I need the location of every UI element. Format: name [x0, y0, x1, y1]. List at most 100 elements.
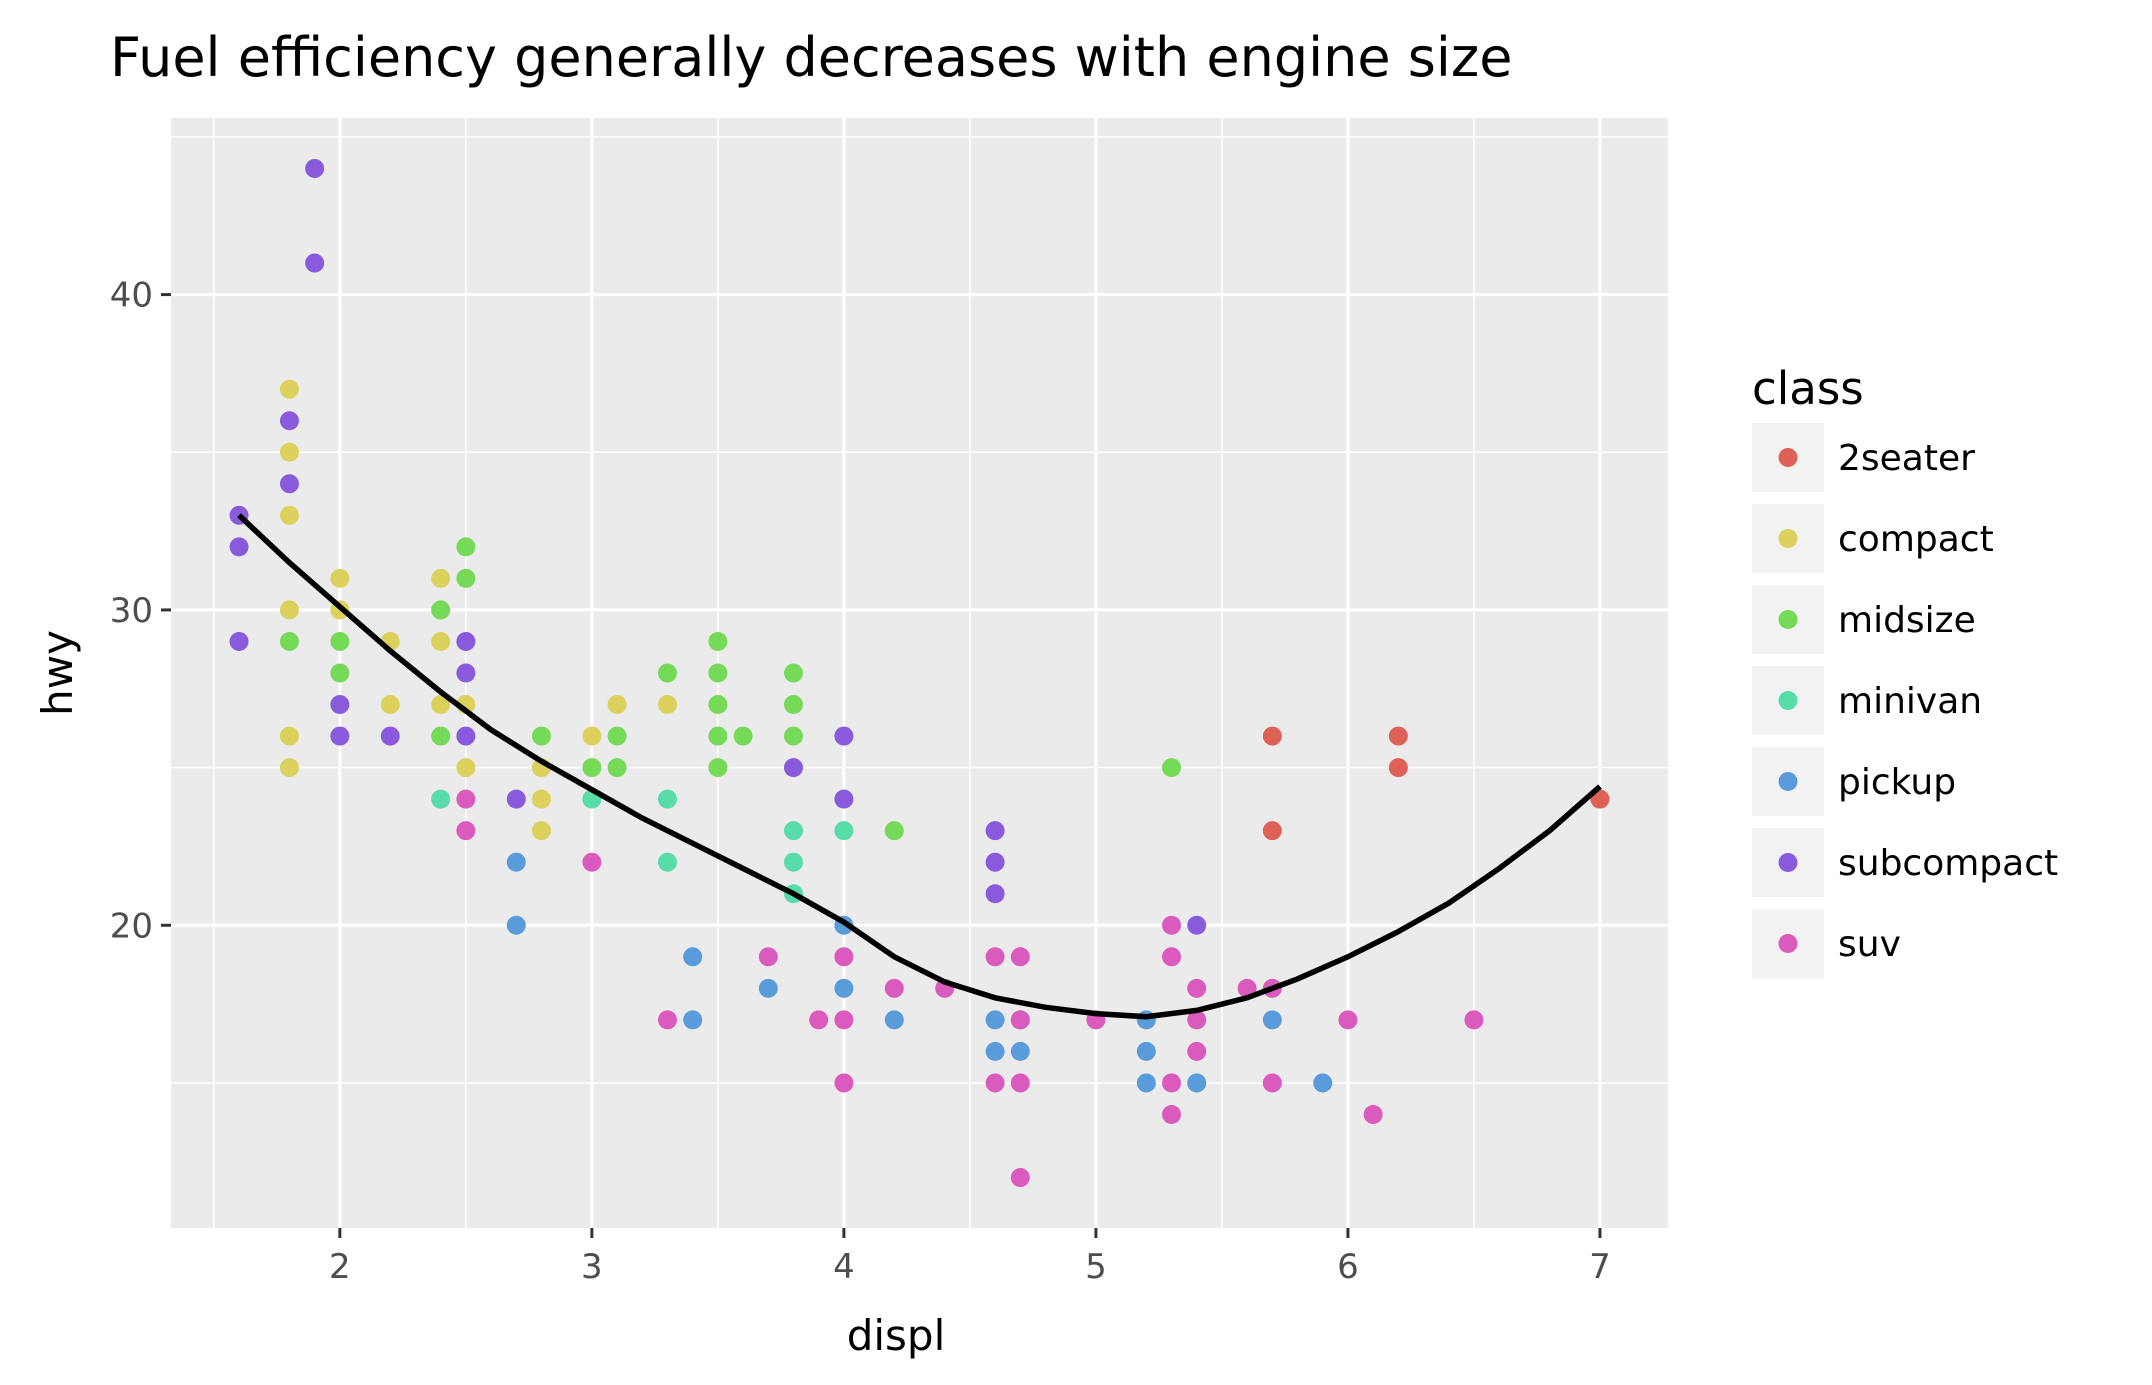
- point-midsize: [733, 726, 753, 746]
- point-2seater: [1262, 726, 1282, 746]
- legend-title: class: [1752, 362, 1864, 415]
- point-pickup: [1187, 1073, 1207, 1093]
- point-midsize: [431, 726, 451, 746]
- point-subcompact: [985, 884, 1005, 904]
- point-suv: [657, 1010, 677, 1030]
- x-tick-label: 2: [329, 1247, 351, 1287]
- point-compact: [279, 758, 299, 778]
- point-compact: [279, 442, 299, 462]
- point-compact: [607, 695, 627, 715]
- y-tick-label: 20: [110, 906, 153, 946]
- legend-label-pickup: pickup: [1838, 762, 1956, 803]
- point-midsize: [456, 537, 476, 557]
- point-subcompact: [985, 852, 1005, 872]
- point-midsize: [708, 631, 728, 651]
- point-pickup: [1010, 1041, 1030, 1061]
- point-minivan: [783, 852, 803, 872]
- plot-panel: [171, 118, 1668, 1228]
- point-suv: [1187, 1041, 1207, 1061]
- point-compact: [279, 600, 299, 620]
- legend-label-compact: compact: [1838, 519, 1994, 560]
- point-compact: [279, 726, 299, 746]
- point-suv: [1187, 1010, 1207, 1030]
- point-suv: [884, 978, 904, 998]
- point-compact: [531, 789, 551, 809]
- chart-title: Fuel efficiency generally decreases with…: [110, 26, 1512, 89]
- point-pickup: [506, 915, 526, 935]
- point-subcompact: [456, 726, 476, 746]
- point-compact: [456, 758, 476, 778]
- point-midsize: [708, 663, 728, 683]
- point-compact: [431, 568, 451, 588]
- point-2seater: [1262, 821, 1282, 841]
- point-pickup: [1313, 1073, 1333, 1093]
- point-subcompact: [456, 631, 476, 651]
- point-minivan: [783, 821, 803, 841]
- point-suv: [985, 1073, 1005, 1093]
- point-midsize: [531, 726, 551, 746]
- point-midsize: [783, 695, 803, 715]
- point-subcompact: [834, 789, 854, 809]
- point-subcompact: [305, 253, 325, 273]
- legend-label-2seater: 2seater: [1838, 438, 1975, 479]
- legend-marker-subcompact: [1778, 853, 1798, 872]
- point-suv: [985, 947, 1005, 967]
- point-subcompact: [506, 789, 526, 809]
- point-midsize: [783, 726, 803, 746]
- point-midsize: [708, 726, 728, 746]
- point-suv: [1010, 1073, 1030, 1093]
- legend-label-subcompact: subcompact: [1838, 843, 2058, 884]
- legend: class 2seater compact midsize minivan pickup…: [1752, 362, 2058, 978]
- x-tick-label: 7: [1589, 1247, 1611, 1287]
- point-suv: [834, 1010, 854, 1030]
- point-compact: [582, 726, 602, 746]
- point-subcompact: [305, 158, 325, 178]
- point-subcompact: [330, 726, 350, 746]
- point-midsize: [279, 631, 299, 651]
- x-axis: 2 3 4 5 6 7: [329, 1228, 1611, 1287]
- point-compact: [380, 695, 400, 715]
- legend-marker-suv: [1778, 934, 1798, 953]
- point-compact: [279, 505, 299, 525]
- point-suv: [834, 1073, 854, 1093]
- point-suv: [1162, 915, 1182, 935]
- x-tick-label: 6: [1337, 1247, 1359, 1287]
- data-points: [229, 158, 1610, 1188]
- point-pickup: [506, 852, 526, 872]
- x-tick-label: 5: [1085, 1247, 1107, 1287]
- point-2seater: [1590, 789, 1610, 809]
- point-suv: [1010, 1010, 1030, 1030]
- point-subcompact: [229, 537, 249, 557]
- point-compact: [431, 695, 451, 715]
- point-compact: [531, 821, 551, 841]
- point-suv: [582, 852, 602, 872]
- point-suv: [1187, 978, 1207, 998]
- point-suv: [809, 1010, 829, 1030]
- point-midsize: [884, 821, 904, 841]
- point-midsize: [582, 758, 602, 778]
- point-midsize: [431, 600, 451, 620]
- point-compact: [279, 379, 299, 399]
- y-axis-title: hwy: [33, 630, 82, 716]
- point-pickup: [683, 1010, 703, 1030]
- point-subcompact: [783, 758, 803, 778]
- point-suv: [834, 947, 854, 967]
- point-suv: [1162, 1104, 1182, 1124]
- point-subcompact: [1187, 915, 1207, 935]
- x-tick-label: 4: [833, 1247, 855, 1287]
- legend-marker-compact: [1778, 529, 1798, 548]
- point-suv: [1162, 1073, 1182, 1093]
- point-compact: [431, 631, 451, 651]
- point-pickup: [1136, 1041, 1156, 1061]
- point-subcompact: [834, 726, 854, 746]
- legend-marker-pickup: [1778, 772, 1798, 791]
- point-minivan: [834, 821, 854, 841]
- point-midsize: [456, 568, 476, 588]
- point-2seater: [1388, 758, 1408, 778]
- point-midsize: [330, 663, 350, 683]
- point-midsize: [708, 695, 728, 715]
- x-axis-title: displ: [847, 1311, 946, 1360]
- point-subcompact: [985, 821, 1005, 841]
- minor-gridlines: [171, 118, 1668, 1228]
- point-suv: [1464, 1010, 1484, 1030]
